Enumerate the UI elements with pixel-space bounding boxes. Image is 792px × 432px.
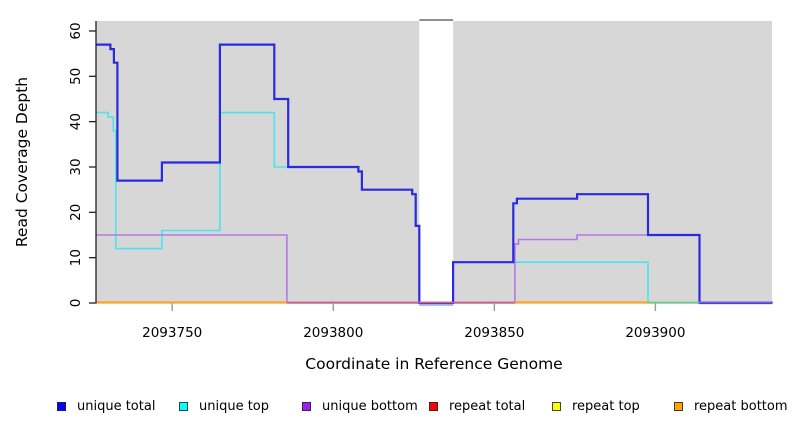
y-tick-label: 20 xyxy=(68,204,84,221)
no-data-gap-band xyxy=(419,21,454,303)
y-tick-label: 40 xyxy=(68,113,84,130)
y-tick-label: 30 xyxy=(68,158,84,175)
y-tick-label: 60 xyxy=(68,22,84,39)
x-tick-label: 2093850 xyxy=(464,325,524,341)
x-tick-label: 2093750 xyxy=(142,325,202,341)
coverage-plot-svg: Coordinate in Reference Genome Read Cove… xyxy=(13,19,773,373)
x-tick-label: 2093800 xyxy=(303,325,363,341)
series-unique-total xyxy=(96,43,772,305)
x-tick-label: 2093900 xyxy=(625,325,685,341)
y-tick-label: 50 xyxy=(68,68,84,85)
y-tick-label: 0 xyxy=(68,299,84,308)
y-tick-label: 10 xyxy=(68,249,84,266)
y-axis-title: Read Coverage Depth xyxy=(13,77,31,247)
x-axis-title: Coordinate in Reference Genome xyxy=(305,355,562,373)
